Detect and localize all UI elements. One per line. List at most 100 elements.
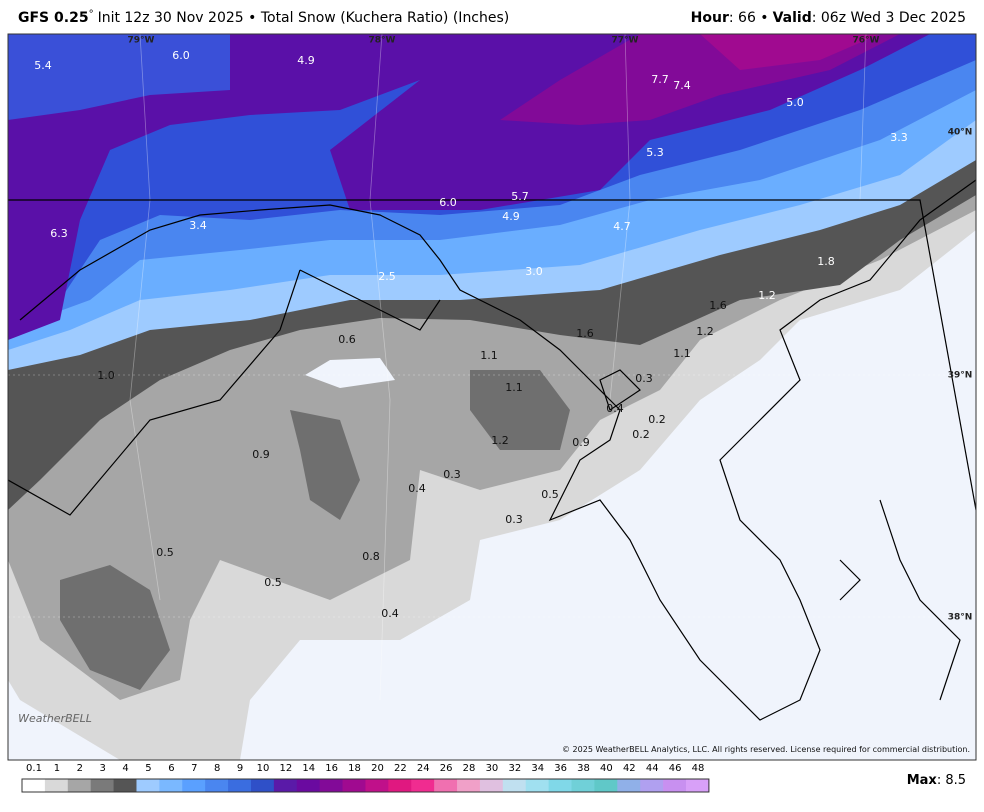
value-label: 1.2 (758, 289, 776, 302)
value-label: 1.6 (576, 327, 594, 340)
colorbar-label: 32 (508, 763, 521, 774)
colorbar-label: 38 (577, 763, 590, 774)
colorbar-swatch (113, 779, 137, 792)
lon-labels: 79°W 78°W 77°W 76°W 40°N 39°N 38°N (128, 36, 973, 623)
max-label: Max (907, 773, 938, 788)
colorbar-swatch (44, 779, 69, 792)
blue-notch (8, 34, 230, 120)
value-label: 3.0 (525, 265, 543, 278)
colorbar-swatch (273, 779, 298, 792)
colorbar-swatch (182, 779, 206, 792)
colorbar-swatch (479, 779, 504, 792)
colorbar-swatch (617, 779, 641, 792)
lat-label: 39°N (948, 371, 973, 381)
colorbar-swatch (228, 779, 252, 792)
hour-label: Hour (691, 10, 729, 26)
info: Init 12z 30 Nov 2025 • Total Snow (Kuche… (98, 10, 510, 26)
colorbar-label: 24 (417, 763, 430, 774)
light-hole (305, 358, 395, 388)
max: Max: 8.5 (907, 773, 966, 788)
value-labels: 5.4 6.0 4.9 7.7 7.4 5.0 3.3 5.3 6.3 3.4 6.0 5.7 4.9 4… (34, 49, 908, 620)
header-right: Hour: 66 • Valid: 06z Wed 3 Dec 2025 (691, 10, 966, 26)
valid-label: Valid (773, 10, 812, 26)
value-label: 0.5 (264, 576, 282, 589)
value-label: 1.2 (696, 325, 714, 338)
value-label: 0.5 (156, 546, 174, 559)
value-label: 3.3 (890, 131, 908, 144)
model: GFS 0.25 (18, 10, 89, 26)
lon-label: 77°W (612, 36, 639, 46)
value-label: 4.9 (297, 54, 315, 67)
value-label: 0.2 (632, 428, 650, 441)
colorbar-label: 5 (145, 763, 151, 774)
colorbar-label: 3 (100, 763, 106, 774)
copyright: © 2025 WeatherBELL Analytics, LLC. All r… (562, 745, 970, 754)
colorbar-label: 0.1 (26, 763, 42, 774)
colorbar-label: 46 (669, 763, 682, 774)
map-frame (7, 33, 977, 761)
dark-patches (60, 370, 570, 690)
degree: ° (89, 9, 94, 20)
colorbar-label: 18 (348, 763, 361, 774)
value-label: 4.9 (502, 210, 520, 223)
colorbar: 0.1 1 2 3 4 5 6 7 8 9 10 12 14 16 18 20 22 24 26 28 30 32 34 36… (21, 763, 710, 793)
value-label: 0.3 (635, 372, 653, 385)
value-label: 0.3 (443, 468, 461, 481)
value-label: 1.8 (817, 255, 835, 268)
colorbar-label: 16 (325, 763, 338, 774)
colorbar-swatch (136, 779, 160, 792)
colorbar-label: 7 (191, 763, 197, 774)
colorbar-label: 28 (463, 763, 476, 774)
colorbar-label: 22 (394, 763, 407, 774)
max-value: : 8.5 (937, 773, 966, 788)
value-label: 2.5 (378, 270, 396, 283)
value-label: 0.6 (338, 333, 356, 346)
colorbar-label: 40 (600, 763, 613, 774)
colorbar-label: 44 (646, 763, 659, 774)
value-label: 6.3 (50, 227, 68, 240)
value-label: 1.1 (673, 347, 691, 360)
value-label: 1.1 (505, 381, 523, 394)
value-label: 1.1 (480, 349, 498, 362)
colorbar-label: 8 (214, 763, 220, 774)
value-label: 0.4 (606, 402, 624, 415)
borders (8, 179, 976, 721)
colorbar-label: 26 (440, 763, 453, 774)
colorbar-swatch (457, 779, 481, 792)
colorbar-swatch (548, 779, 573, 792)
header-left: GFS 0.25° Init 12z 30 Nov 2025 • Total Sn… (18, 9, 509, 26)
value-label: 5.3 (646, 146, 664, 159)
lon-label: 79°W (128, 36, 155, 46)
value-label: 5.7 (511, 190, 529, 203)
magenta-core (700, 34, 880, 70)
colorbar-swatch (296, 779, 321, 792)
colorbar-label: 10 (257, 763, 270, 774)
colorbar-label: 34 (531, 763, 544, 774)
colorbar-swatch (365, 779, 389, 792)
colorbar-label: 30 (486, 763, 499, 774)
lon-label: 76°W (853, 36, 880, 46)
colorbar-swatch (525, 779, 550, 792)
colorbar-swatch (90, 779, 115, 792)
colorbar-swatch (205, 779, 229, 792)
logo: WeatherBELL (18, 712, 92, 725)
colorbar-swatch (686, 779, 710, 792)
colorbar-label: 1 (54, 763, 60, 774)
colorbar-label: 36 (554, 763, 567, 774)
lat-label: 40°N (948, 128, 973, 138)
value-label: 0.2 (648, 413, 666, 426)
colorbar-swatch (67, 779, 92, 792)
colorbar-frame (21, 778, 710, 793)
colorbar-swatch (594, 779, 618, 792)
colorbar-label: 14 (302, 763, 315, 774)
colorbar-swatch (411, 779, 435, 792)
colorbar-swatch (434, 779, 458, 792)
colorbar-swatch (159, 779, 183, 792)
value-label: 4.7 (613, 220, 631, 233)
colorbar-swatch (663, 779, 687, 792)
value-label: 0.9 (572, 436, 590, 449)
value-label: 7.7 (651, 73, 669, 86)
value-label: 5.0 (786, 96, 804, 109)
value-label: 7.4 (673, 79, 691, 92)
